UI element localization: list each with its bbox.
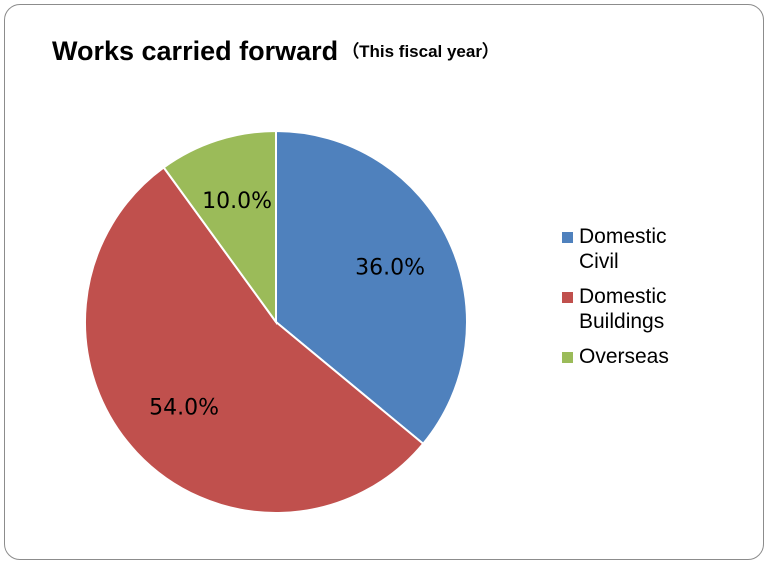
- legend-item-overseas: Overseas: [562, 344, 752, 369]
- chart-legend: Domestic Civil Domestic Buildings Overse…: [562, 224, 752, 379]
- chart-title: Works carried forward: [52, 36, 339, 66]
- chart-subtitle: （This fiscal year）: [342, 42, 499, 61]
- pie-slice-domestic-buildings: [84, 166, 425, 514]
- data-label-domestic-buildings: 54.0%: [149, 395, 219, 420]
- pie-slice-overseas: [162, 129, 277, 326]
- pie-data-labels: 36.0% 54.0% 10.0%: [149, 189, 425, 420]
- data-label-overseas: 10.0%: [202, 189, 272, 214]
- legend-item-domestic-civil: Domestic Civil: [562, 224, 752, 274]
- legend-label-overseas: Overseas: [579, 345, 669, 368]
- legend-swatch-overseas: [562, 352, 573, 363]
- chart-title-block: Works carried forward （This fiscal year）: [52, 36, 499, 67]
- pie-slices: [84, 129, 468, 514]
- data-label-domestic-civil: 36.0%: [355, 255, 425, 280]
- legend-swatch-domestic-buildings: [562, 292, 573, 303]
- legend-label-domestic-buildings: Domestic Buildings: [579, 285, 667, 333]
- pie-slice-domestic-civil: [275, 129, 468, 446]
- legend-swatch-domestic-civil: [562, 232, 573, 243]
- legend-item-domestic-buildings: Domestic Buildings: [562, 284, 752, 334]
- legend-label-domestic-civil: Domestic Civil: [579, 225, 667, 273]
